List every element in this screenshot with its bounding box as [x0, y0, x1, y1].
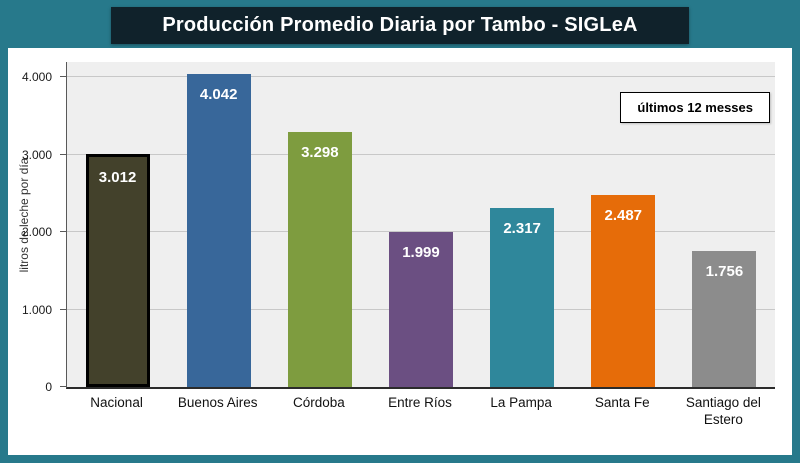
bar-slot: 3.012 [67, 62, 168, 387]
x-axis-label: La Pampa [490, 395, 552, 410]
x-axis-label: Entre Ríos [388, 395, 452, 410]
bar-value-label: 1.999 [402, 244, 440, 262]
bar-value-label: 4.042 [199, 86, 238, 104]
bar-value-label: 1.756 [705, 263, 744, 281]
legend-box: últimos 12 messes [620, 92, 770, 123]
y-tick-mark [60, 386, 66, 387]
x-axis-label: Córdoba [292, 395, 345, 410]
x-axis-label: Santiago del Estero [685, 395, 761, 427]
bar-slot: 3.298 [269, 62, 370, 387]
bar-value-label: 3.012 [98, 168, 137, 186]
bar: 2.487 [591, 194, 656, 387]
gridline [67, 76, 775, 78]
x-axis-label: Nacional [90, 395, 143, 410]
bar-value-label: 3.298 [301, 143, 339, 161]
gridline [67, 153, 775, 155]
bar-slot: 4.042 [168, 62, 269, 387]
bar-slot: 2.487 [573, 62, 674, 387]
y-tick-mark [60, 308, 66, 310]
y-tick-label: 4.000 [21, 70, 52, 85]
bar: 3.012 [85, 153, 150, 387]
y-tick-label: 1.000 [21, 302, 52, 317]
legend-label: últimos 12 messes [637, 100, 753, 115]
bar-slot: 1.999 [370, 62, 471, 387]
bar: 1.999 [388, 232, 453, 387]
bar-slot: 2.317 [472, 62, 573, 387]
y-tick-label: 2.000 [21, 225, 52, 240]
chart-panel: litros de leche por día 0 1.000 2.000 3.000… [8, 48, 792, 455]
x-axis-label: Santa Fe [594, 395, 650, 410]
bar-value-label: 2.487 [604, 206, 643, 224]
y-tick-label: 0 [45, 380, 52, 394]
bar-slot: 1.756 [674, 62, 775, 387]
y-tick-mark [60, 153, 66, 155]
bar-value-label: 2.317 [503, 219, 541, 237]
chart-title: Producción Promedio Diaria por Tambo - S… [111, 7, 689, 44]
y-tick-mark [60, 231, 66, 233]
y-axis-tick-labels: 0 1.000 2.000 3.000 4.000 [8, 48, 62, 455]
y-tick-mark [60, 76, 66, 78]
bar: 2.317 [490, 207, 555, 387]
y-tick-label: 3.000 [21, 147, 52, 162]
bar: 1.756 [692, 251, 757, 387]
x-axis-labels: Nacional Buenos Aires Córdoba Entre Ríos La … [66, 394, 774, 428]
x-axis-label: Buenos Aires [177, 395, 258, 410]
bar: 4.042 [186, 74, 251, 387]
gridline [67, 231, 775, 233]
bar-series: 3.012 4.042 3.298 1.999 2.317 2.487 1.756 [67, 62, 775, 387]
bar: 3.298 [287, 131, 352, 387]
